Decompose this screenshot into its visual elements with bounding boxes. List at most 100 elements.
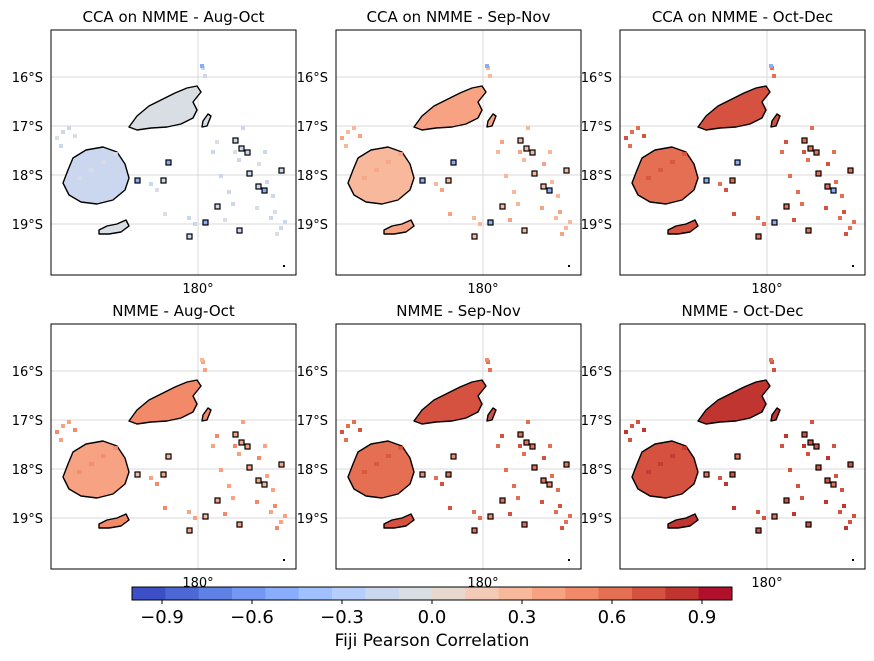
small-island xyxy=(236,521,243,528)
grid-cell xyxy=(664,164,669,168)
colorbar-segment xyxy=(165,587,200,600)
small-island xyxy=(232,431,239,438)
grid-cell xyxy=(769,358,773,362)
grid-cell xyxy=(187,216,191,220)
island-vanua-levu xyxy=(697,379,771,425)
grid-cell xyxy=(77,176,82,180)
panel-title: NMME - Aug-Oct xyxy=(112,302,235,320)
grid-cell xyxy=(554,216,558,220)
grid-cell xyxy=(772,74,776,78)
grid-cell xyxy=(824,500,828,504)
grid-cell xyxy=(200,358,204,362)
grid-cell xyxy=(554,510,558,514)
grid-cell xyxy=(834,180,838,184)
grid-cell xyxy=(113,152,118,156)
grid-cell xyxy=(792,512,796,516)
grid-cell xyxy=(362,176,367,180)
grid-cell xyxy=(526,126,530,130)
grid-cell xyxy=(263,444,267,448)
colorbar-label: Fiji Pearson Correlation xyxy=(335,631,530,651)
grid-cell xyxy=(844,232,848,236)
grid-cell xyxy=(61,424,65,428)
grid-cell xyxy=(832,150,836,154)
small-island xyxy=(830,481,837,488)
panel-title: CCA on NMME - Sep-Nov xyxy=(367,8,551,26)
island-vanua-levu xyxy=(128,379,202,425)
colorbar-segment xyxy=(465,587,500,600)
grid-cell xyxy=(548,150,552,154)
small-island xyxy=(487,219,494,226)
panel-title: NMME - Sep-Nov xyxy=(396,302,521,320)
grid-cell xyxy=(832,444,836,448)
grid-cell xyxy=(163,506,167,510)
small-island xyxy=(755,527,762,534)
y-tick-label: 16°S xyxy=(12,365,43,380)
small-island xyxy=(813,149,820,156)
grid-cell xyxy=(89,462,94,466)
island-viti-levu xyxy=(62,440,130,499)
grid-cell xyxy=(223,512,227,516)
grid-cell xyxy=(636,126,640,130)
grid-cell xyxy=(646,470,651,474)
grid-cell xyxy=(560,232,564,236)
panel-title: NMME - Oct-Dec xyxy=(682,302,804,320)
small-island xyxy=(830,187,837,194)
colorbar-segment xyxy=(632,587,666,600)
grid-cell xyxy=(826,456,830,460)
grid-cell xyxy=(265,474,269,478)
small-island xyxy=(546,187,553,194)
island-kadavu xyxy=(98,513,130,529)
island-kadavu xyxy=(383,513,415,529)
small-island xyxy=(238,439,245,446)
grid-cell xyxy=(257,456,261,460)
grid-cell xyxy=(556,488,560,492)
grid-cell xyxy=(223,218,227,222)
island-kadavu xyxy=(667,219,699,235)
grid-cell xyxy=(398,152,403,156)
grid-cell xyxy=(352,420,356,424)
colorbar-segment xyxy=(565,587,600,600)
grid-cell xyxy=(233,150,237,154)
grid-cell xyxy=(762,516,766,520)
grid-cell xyxy=(77,470,82,474)
grid-cell xyxy=(273,504,277,508)
small-island xyxy=(815,464,822,471)
grid-cell xyxy=(380,164,385,168)
grid-cell xyxy=(269,216,273,220)
grid-cell xyxy=(628,144,632,148)
grid-cell xyxy=(255,500,259,504)
grid-cell xyxy=(269,510,273,514)
small-island xyxy=(244,443,251,450)
small-island xyxy=(568,559,570,561)
x-tick-label: 180° xyxy=(182,282,213,297)
grid-cell xyxy=(488,74,492,78)
small-island xyxy=(521,227,528,234)
grid-cell xyxy=(780,150,784,154)
grid-cell xyxy=(485,358,489,362)
grid-cell xyxy=(227,190,231,194)
grid-cell xyxy=(568,514,572,518)
grid-cell xyxy=(518,444,522,448)
grid-cell xyxy=(624,430,628,434)
grid-cell xyxy=(842,504,846,508)
x-tick-label: 180° xyxy=(467,282,498,297)
small-island xyxy=(246,170,253,177)
grid-cell xyxy=(149,476,153,480)
grid-cell xyxy=(344,438,348,442)
grid-cell xyxy=(756,216,760,220)
y-tick-label: 19°S xyxy=(12,218,43,233)
y-tick-label: 16°S xyxy=(297,71,328,86)
grid-cell xyxy=(848,520,852,524)
small-island xyxy=(755,233,762,240)
colorbar: −0.9 −0.6 −0.3 0.0 0.3 0.6 0.9 Fiji Pearson Cor… xyxy=(131,586,733,651)
small-island xyxy=(134,177,141,184)
small-island xyxy=(517,431,524,438)
small-island xyxy=(236,227,243,234)
grid-cell xyxy=(358,428,362,432)
grid-cell xyxy=(59,438,63,442)
grid-cell xyxy=(448,212,452,216)
small-island xyxy=(186,527,193,534)
small-island xyxy=(529,443,536,450)
